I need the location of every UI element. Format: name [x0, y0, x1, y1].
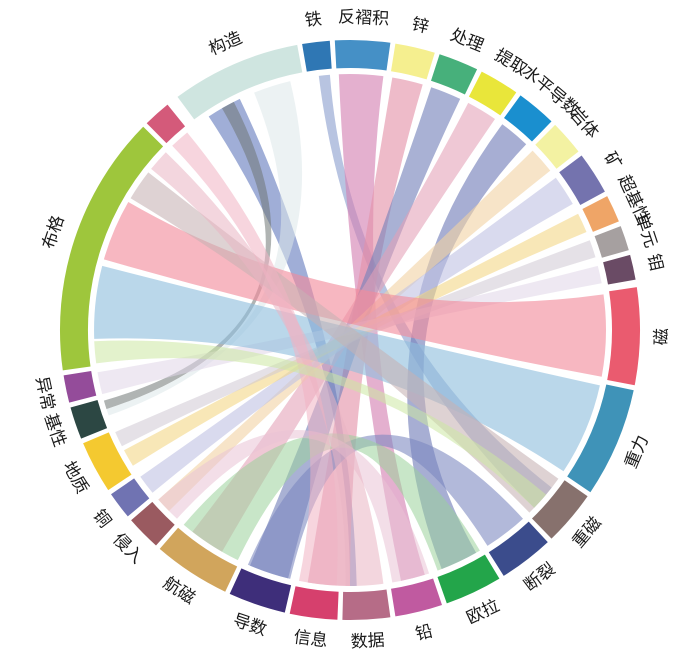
- segment-arc-2: [334, 39, 391, 71]
- ribbon-12: [115, 240, 596, 447]
- segment-label-2: 反褶积: [338, 7, 390, 29]
- segment-arc-16: [437, 554, 500, 604]
- segment-arc-15: [488, 521, 548, 576]
- segment-arc-0: [177, 44, 303, 120]
- segment-label-20: 导数: [230, 610, 269, 640]
- segment-label-25: 基性: [40, 411, 70, 450]
- segment-arc-18: [342, 589, 391, 621]
- segment-arc-27: [59, 126, 164, 371]
- segment-arc-4: [431, 54, 478, 95]
- segment-label-8: 矿: [599, 149, 625, 174]
- segment-label-17: 铅: [414, 621, 435, 644]
- segment-arc-23: [111, 478, 150, 517]
- ribbon-22: [94, 340, 547, 508]
- segment-arc-14: [532, 480, 588, 539]
- segment-label-21: 航磁: [159, 573, 198, 608]
- segment-arc-17: [391, 578, 442, 617]
- segment-label-23: 铜: [88, 506, 114, 532]
- segment-arc-19: [289, 586, 339, 620]
- ribbon-14: [103, 202, 606, 377]
- segment-arc-24: [83, 432, 132, 491]
- ribbon-21: [172, 132, 338, 586]
- segment-label-18: 数据: [350, 631, 385, 653]
- segment-arc-7: [535, 124, 579, 169]
- segment-arc-28: [146, 104, 186, 144]
- segment-label-10: 单元: [631, 212, 661, 251]
- segment-label-15: 断裂: [520, 559, 559, 596]
- segment-arc-21: [159, 527, 238, 592]
- segment-arc-26: [63, 371, 97, 403]
- segment-label-24: 地质: [58, 458, 92, 497]
- segment-label-16: 欧拉: [463, 596, 502, 629]
- ribbon-19: [158, 429, 430, 583]
- segment-arc-20: [229, 568, 292, 613]
- segment-label-12: 磁: [652, 328, 672, 345]
- segment-label-26: 异常: [31, 375, 57, 412]
- segment-arc-8: [559, 155, 605, 205]
- segment-arc-5: [468, 71, 517, 116]
- segment-arc-25: [70, 400, 108, 439]
- segment-arc-9: [582, 196, 619, 232]
- segment-label-22: 侵入: [108, 530, 146, 568]
- ribbon-11: [124, 213, 587, 466]
- segments-layer: [59, 39, 641, 621]
- ribbon-18: [183, 433, 480, 571]
- ribbon-20: [151, 152, 384, 587]
- segment-label-1: 铁: [304, 9, 323, 31]
- ribbons-layer: [94, 73, 606, 587]
- segment-arc-6: [504, 95, 552, 142]
- segment-arc-13: [567, 384, 634, 493]
- segment-arc-3: [391, 43, 435, 80]
- segment-arc-10: [594, 226, 629, 258]
- segment-arc-1: [302, 40, 332, 72]
- segment-label-4: 处理: [447, 25, 486, 56]
- ribbon-4: [338, 73, 425, 581]
- segment-label-0: 构造: [206, 28, 245, 60]
- ribbon-2: [106, 81, 303, 416]
- ribbon-15: [94, 265, 600, 472]
- segment-arc-12: [607, 287, 641, 386]
- segment-label-11: 钼: [643, 252, 666, 273]
- segment-arc-11: [603, 254, 636, 285]
- segment-label-14: 重磁: [569, 513, 606, 552]
- segment-label-13: 重力: [621, 432, 653, 471]
- ribbon-8: [407, 124, 527, 569]
- segment-label-19: 信息: [292, 627, 328, 651]
- segment-arc-22: [131, 501, 175, 546]
- segment-label-27: 布格: [39, 213, 69, 252]
- segment-label-3: 锌: [410, 14, 431, 37]
